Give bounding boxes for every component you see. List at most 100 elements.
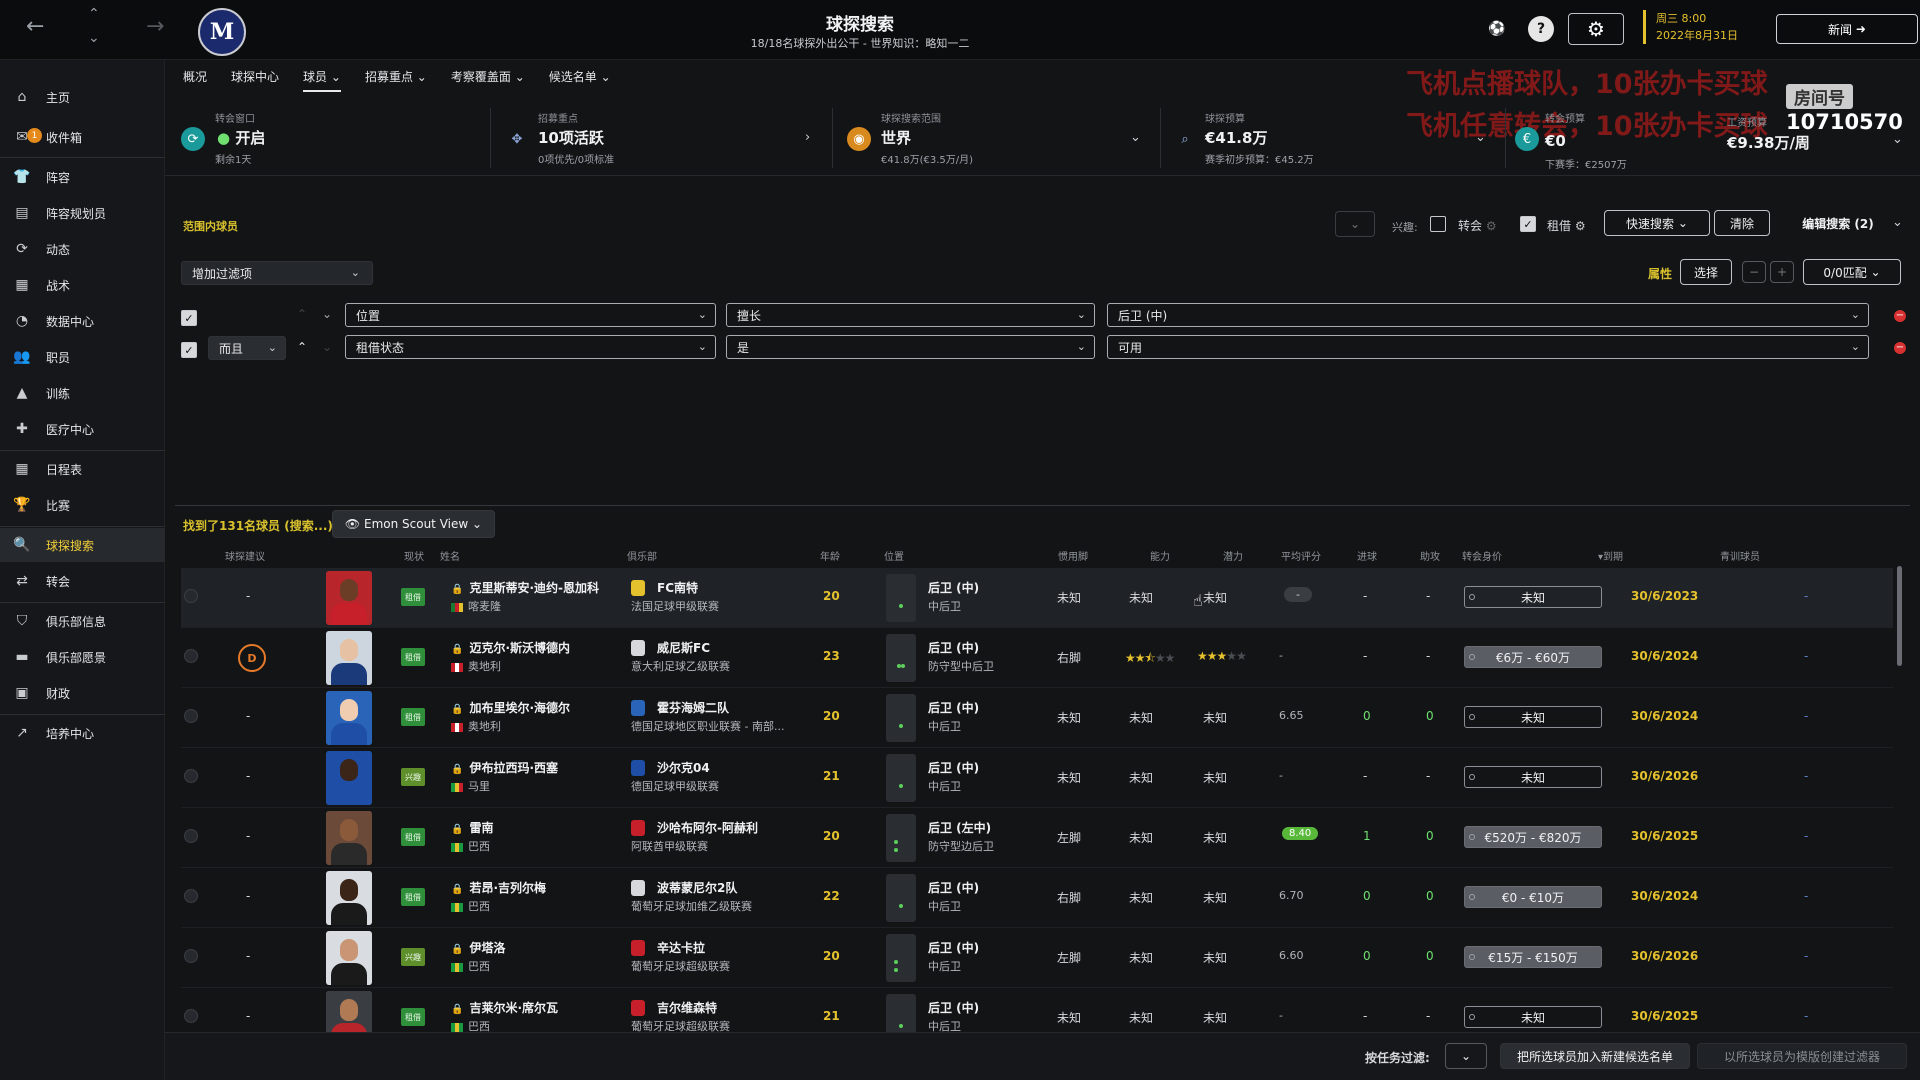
ball-icon[interactable]: ⚽: [1488, 21, 1506, 37]
sidebar-item-club-vision[interactable]: ▬ 俱乐部愿景: [0, 640, 165, 674]
filter-2-field[interactable]: 租借状态 ⌄: [345, 335, 716, 359]
loan-checkbox[interactable]: ✓: [1520, 216, 1536, 232]
sidebar-item-finances[interactable]: ▣ 财政: [0, 676, 165, 710]
column-header-recommendation[interactable]: 球探建议: [225, 552, 265, 563]
club-name[interactable]: 沙尔克04: [657, 761, 710, 775]
sidebar-item-tactics[interactable]: ▦ 战术: [0, 268, 165, 302]
league-name[interactable]: 葡萄牙足球超级联赛: [631, 960, 730, 973]
column-header-assists[interactable]: 助攻: [1420, 552, 1440, 563]
focus-value[interactable]: 10项活跃: [538, 129, 604, 147]
sidebar-item-development[interactable]: ↗ 培养中心: [0, 716, 165, 750]
interest-dropdown[interactable]: ⌄: [1335, 211, 1375, 237]
sidebar-item-squad[interactable]: 👕 阵容: [0, 160, 165, 194]
tab-shortlist[interactable]: 候选名单 ⌄: [549, 68, 611, 92]
sidebar-item-staff[interactable]: 👥 职员: [0, 340, 165, 374]
player-name[interactable]: 🔒 迈克尔·斯沃博德内: [451, 639, 570, 656]
league-name[interactable]: 葡萄牙足球超级联赛: [631, 1020, 730, 1033]
remove-filter-1-icon[interactable]: −: [1894, 310, 1906, 322]
tab-recruitment-focus[interactable]: 招募重点 ⌄: [365, 68, 427, 92]
row-select-checkbox[interactable]: [184, 709, 198, 723]
sidebar-item-competitions[interactable]: 🏆 比赛: [0, 488, 165, 522]
transfer-value[interactable]: €6万 - €60万: [1464, 646, 1602, 668]
avatar[interactable]: [326, 571, 372, 625]
sidebar-item-home[interactable]: ⌂ 主页: [0, 80, 165, 114]
player-name[interactable]: 🔒 克里斯蒂安·迪约-恩加科: [451, 579, 599, 596]
row-select-checkbox[interactable]: [184, 829, 198, 843]
avatar[interactable]: [326, 811, 372, 865]
news-button[interactable]: 新闻 ➜: [1776, 14, 1918, 44]
table-row[interactable]: - 兴趣 🔒 伊塔洛 巴西 辛达卡拉 葡萄牙足球超级联赛 20 后卫 (中) 中后卫 左脚 未知 未知 6…: [181, 928, 1893, 988]
minus-button[interactable]: −: [1742, 261, 1766, 283]
forward-arrow-icon[interactable]: →: [146, 14, 165, 39]
player-name[interactable]: 🔒 雷南: [451, 819, 493, 836]
chevron-down-icon[interactable]: ⌄: [1130, 130, 1141, 145]
avatar[interactable]: [326, 751, 372, 805]
sidebar-item-schedule[interactable]: ▦ 日程表: [0, 452, 165, 486]
view-selector[interactable]: 👁 Emon Scout View ⌄: [332, 510, 495, 538]
add-to-shortlist-button[interactable]: 把所选球员加入新建候选名单: [1500, 1043, 1690, 1069]
club-name[interactable]: FC南特: [657, 581, 699, 595]
table-row[interactable]: - 租借 🔒 加布里埃尔·海德尔 奥地利 霍芬海姆二队 德国足球地区职业联赛 - 南部...…: [181, 688, 1893, 748]
avatar[interactable]: [326, 631, 372, 685]
tab-overview[interactable]: 概况: [183, 68, 207, 92]
transfer-value[interactable]: €520万 - €820万: [1464, 826, 1602, 848]
column-header-ability[interactable]: 能力: [1150, 552, 1170, 563]
table-scrollbar[interactable]: [1897, 566, 1902, 666]
task-filter-dropdown[interactable]: ⌄: [1445, 1043, 1487, 1069]
chevron-up-icon[interactable]: ⌃: [297, 307, 308, 321]
row-select-checkbox[interactable]: [184, 1009, 198, 1023]
filter-2-value[interactable]: 可用 ⌄: [1107, 335, 1869, 359]
tab-players[interactable]: 球员 ⌄: [303, 68, 341, 92]
row-select-checkbox[interactable]: [184, 889, 198, 903]
club-crest-icon[interactable]: M: [198, 8, 246, 56]
player-name[interactable]: 🔒 若昂·吉列尔梅: [451, 879, 546, 896]
back-arrow-icon[interactable]: ←: [26, 14, 45, 39]
avatar[interactable]: [326, 871, 372, 925]
table-row[interactable]: - 租借 🔒 若昂·吉列尔梅 巴西 波蒂蒙尼尔2队 葡萄牙足球加维乙级联赛 22 后卫 (中) 中…: [181, 868, 1893, 928]
filter-1-value[interactable]: 后卫 (中) ⌄: [1107, 303, 1869, 327]
club-name[interactable]: 辛达卡拉: [657, 941, 706, 955]
quick-search-button[interactable]: 快速搜索 ⌄: [1604, 210, 1710, 236]
sidebar-item-squad-planner[interactable]: ▤ 阵容规划员: [0, 196, 165, 230]
transfer-value[interactable]: 未知: [1464, 1006, 1602, 1028]
wage-budget-value[interactable]: €9.38万/周: [1727, 134, 1810, 152]
player-name[interactable]: 🔒 吉莱尔米·席尔瓦: [451, 999, 558, 1016]
range-value[interactable]: 世界: [881, 129, 912, 147]
avatar[interactable]: [326, 691, 372, 745]
table-row[interactable]: - 租借 🔒 雷南 巴西 沙哈布阿尔-阿赫利 阿联酋甲级联赛 20 后卫 (左中) 防守型边后卫 左…: [181, 808, 1893, 868]
up-arrow-icon[interactable]: ⌃: [88, 6, 100, 22]
help-icon[interactable]: ?: [1528, 16, 1554, 42]
column-header-position[interactable]: 位置: [884, 552, 904, 563]
column-header-goals[interactable]: 进球: [1357, 552, 1377, 563]
sidebar-item-dynamics[interactable]: ⟳ 动态: [0, 232, 165, 266]
player-name[interactable]: 🔒 伊布拉西玛·西塞: [451, 759, 558, 776]
plus-button[interactable]: +: [1770, 261, 1794, 283]
filter-1-checkbox[interactable]: ✓: [181, 310, 197, 326]
chevron-down-icon[interactable]: ⌄: [1475, 130, 1486, 145]
filter-1-field[interactable]: 位置 ⌄: [345, 303, 716, 327]
row-select-checkbox[interactable]: [184, 949, 198, 963]
filter-2-checkbox[interactable]: ✓: [181, 342, 197, 358]
settings-button[interactable]: ⚙: [1568, 13, 1624, 45]
club-name[interactable]: 吉尔维森特: [657, 1001, 718, 1015]
column-header-rating[interactable]: 平均评分: [1281, 552, 1321, 563]
club-name[interactable]: 波蒂蒙尼尔2队: [657, 881, 738, 895]
chevron-down-icon[interactable]: ⌄: [1892, 215, 1903, 230]
column-header-potential[interactable]: 潜力: [1223, 552, 1243, 563]
column-header-name[interactable]: 姓名: [440, 552, 460, 563]
league-name[interactable]: 德国足球地区职业联赛 - 南部...: [631, 720, 785, 733]
transfer-budget-value[interactable]: €0: [1545, 132, 1566, 150]
match-dropdown[interactable]: 0/0匹配 ⌄: [1803, 259, 1901, 285]
add-filter-dropdown[interactable]: 增加过滤项 ⌄: [181, 261, 373, 285]
transfer-checkbox[interactable]: [1430, 216, 1446, 232]
chevron-down-icon[interactable]: ⌄: [1892, 132, 1903, 147]
chevron-up-icon[interactable]: ⌃: [297, 340, 308, 354]
row-select-checkbox[interactable]: [184, 769, 198, 783]
tab-coverage[interactable]: 考察覆盖面 ⌄: [451, 68, 525, 92]
clear-button[interactable]: 清除: [1714, 210, 1770, 236]
sidebar-item-scouting[interactable]: 🔍 球探搜索: [0, 528, 165, 562]
transfer-value[interactable]: €0 - €10万: [1464, 886, 1602, 908]
results-count[interactable]: 找到了131名球员 (搜索...): [183, 519, 333, 533]
sidebar-item-medical[interactable]: ✚ 医疗中心: [0, 412, 165, 446]
sidebar-item-transfers[interactable]: ⇄ 转会: [0, 564, 165, 598]
